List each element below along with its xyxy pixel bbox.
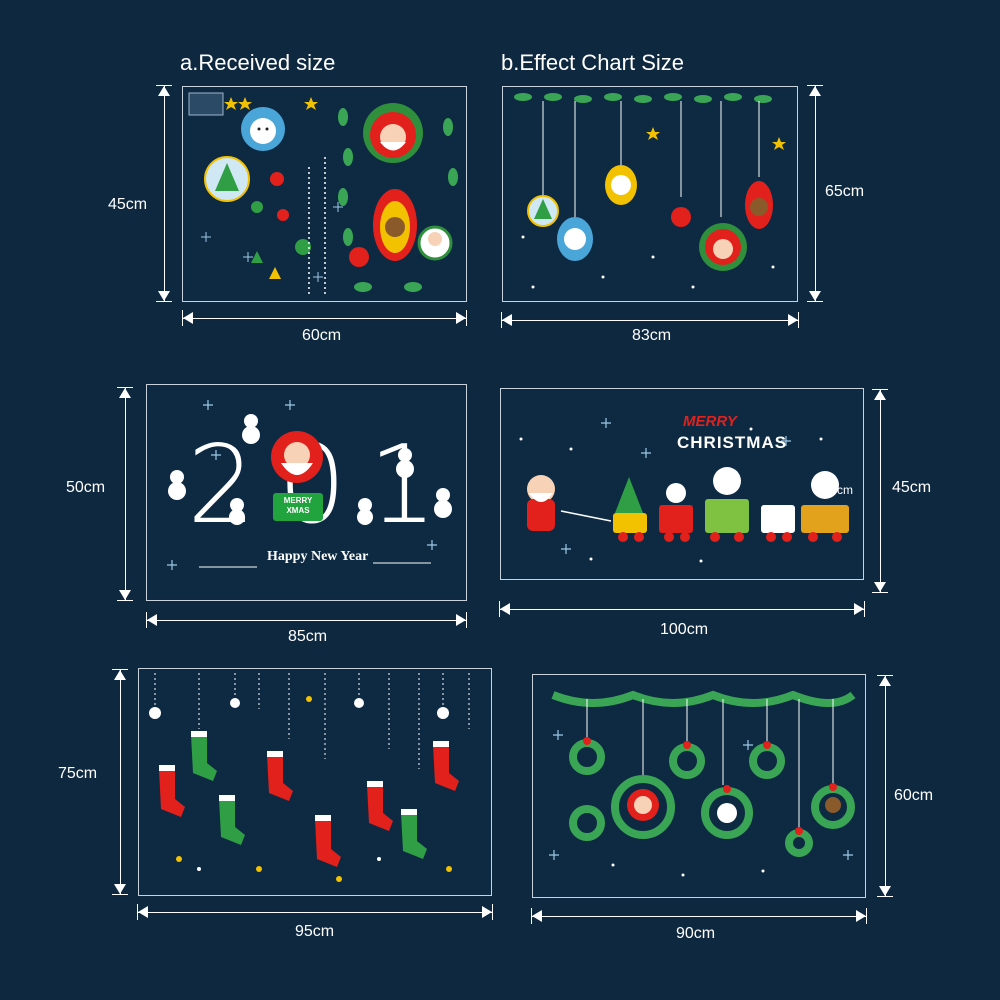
christmas-train-panel: MERRY CHRISTMAS cm [500,388,864,580]
christmas-text: CHRISTMAS [677,433,788,452]
effect-height-label: 65cm [825,183,865,200]
wreaths-height-label: 60cm [894,787,934,804]
happy-new-year-text: Happy New Year [267,549,369,564]
received-width-label: 60cm [302,327,342,344]
effect-height-arrow [807,85,823,302]
train-height-arrow [872,389,888,593]
stockings-panel [138,668,492,896]
effect-width-label: 83cm [632,327,672,344]
wreaths-art [549,690,856,877]
received-height-arrow [156,85,172,302]
new-year-height-arrow [117,387,133,601]
stockings-art [149,673,470,882]
merry-text: MERRY [683,413,737,430]
stockings-width-arrow [137,904,493,920]
received-size-heading: a.Received size [180,50,336,75]
wreaths-height-arrow [877,675,893,897]
hanging-ornaments-art [514,93,786,289]
effect-chart-panel [502,86,798,302]
train-width-label: 100cm [660,621,709,638]
year-2019-text: 2019 [187,423,466,548]
stockings-width-label: 95cm [295,923,335,940]
train-width-arrow [499,601,865,617]
wreaths-width-label: 90cm [676,925,716,942]
new-year-art [167,400,452,570]
christmas-train-art [519,418,849,563]
stray-cm-text: cm [837,483,853,497]
received-height-label: 45cm [108,196,148,213]
effect-chart-size-heading: b.Effect Chart Size [501,50,685,75]
new-year-width-arrow [146,612,467,628]
stockings-height-label: 75cm [58,765,98,782]
train-height-label: 45cm [892,479,932,496]
wreaths-width-arrow [531,908,867,924]
wreaths-panel [532,674,866,898]
effect-width-arrow [501,312,799,328]
new-year-height-label: 50cm [66,479,106,496]
stockings-height-arrow [112,669,128,895]
merry-xmas-sign: MERRY XMAS [273,493,323,521]
new-year-width-label: 85cm [288,628,328,645]
sticker-sheet-art [188,92,458,297]
received-width-arrow [182,310,467,326]
received-sheet-panel [182,86,467,302]
